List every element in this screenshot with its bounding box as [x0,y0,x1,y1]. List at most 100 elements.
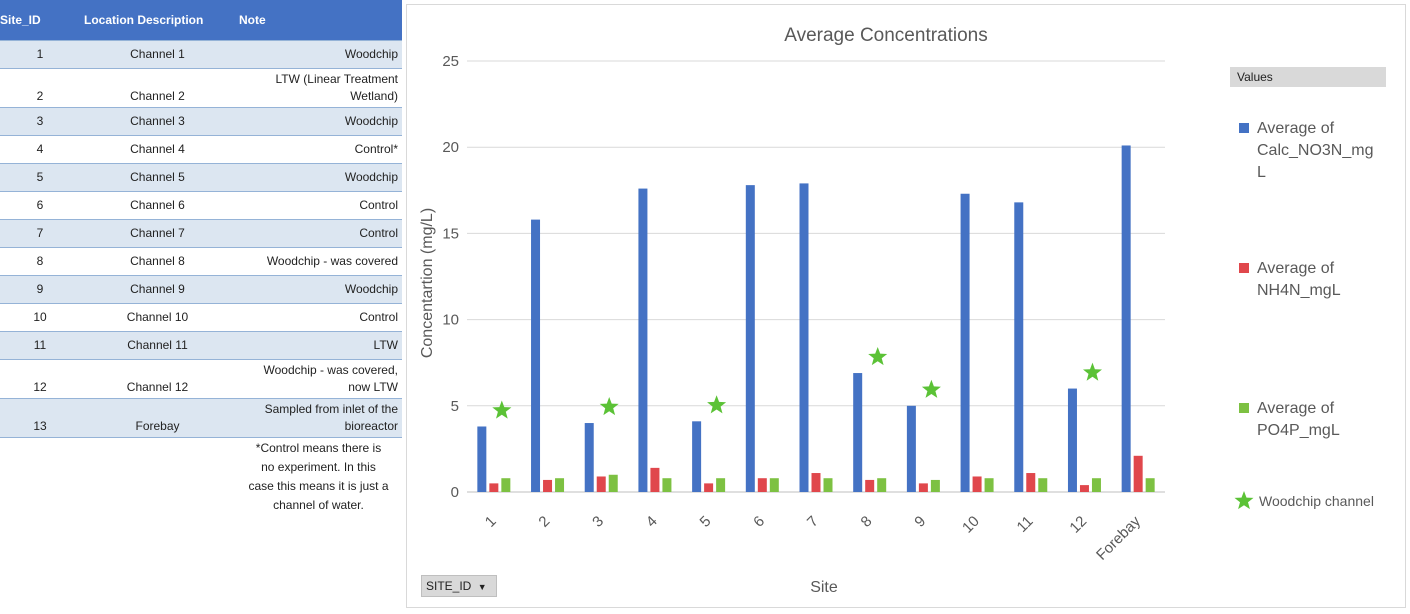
bar-nh4n-site-1[interactable] [489,483,499,492]
bar-po4p-site-8[interactable] [877,478,887,492]
location-cell[interactable]: Channel 3 [80,107,235,136]
bar-po4p-site-3[interactable] [608,474,618,492]
bar-nh4n-site-2[interactable] [543,479,553,492]
site-id-cell[interactable]: 11 [0,331,80,360]
site-id-cell[interactable]: 8 [0,247,80,276]
site-id-cell[interactable]: 10 [0,303,80,332]
bar-po4p-site-9[interactable] [930,479,940,492]
bar-no3n-site-9[interactable] [906,405,916,492]
header-location[interactable]: Location Description [80,0,235,41]
note-cell[interactable]: Woodchip - was covered [235,247,402,276]
legend-label: Calc_NO3N_mg [1257,142,1373,159]
bar-no3n-site-6[interactable] [745,185,755,493]
note-cell[interactable]: Control [235,191,402,220]
bar-nh4n-site-8[interactable] [865,479,875,492]
bar-nh4n-site-12[interactable] [1079,485,1089,492]
bar-nh4n-site-Forebay[interactable] [1133,455,1143,492]
bar-nh4n-site-4[interactable] [650,467,660,492]
bar-po4p-site-10[interactable] [984,478,994,492]
x-tick-label: 11 [1014,513,1037,536]
bar-po4p-site-7[interactable] [823,478,833,492]
site-id-cell[interactable]: 5 [0,163,80,192]
bar-no3n-site-4[interactable] [638,188,648,493]
bar-po4p-site-4[interactable] [662,478,672,492]
bar-po4p-site-5[interactable] [716,478,726,492]
bar-po4p-site-12[interactable] [1091,478,1101,492]
bar-po4p-site-11[interactable] [1038,478,1048,492]
x-tick-label: 3 [589,513,607,531]
bar-nh4n-site-5[interactable] [704,483,714,492]
location-cell[interactable]: Channel 8 [80,247,235,276]
location-cell[interactable]: Channel 4 [80,135,235,164]
note-cell[interactable]: Sampled from inlet of the bioreactor [235,398,402,438]
site-id-cell[interactable]: 9 [0,275,80,304]
table-row: 8 Channel 8 Woodchip - was covered [0,247,402,276]
bar-nh4n-site-10[interactable] [972,476,982,492]
note-cell[interactable]: Woodchip [235,275,402,304]
site-id-cell[interactable]: 4 [0,135,80,164]
site-id-cell[interactable]: 3 [0,107,80,136]
legend-swatch [1239,403,1249,413]
location-cell[interactable]: Channel 9 [80,275,235,304]
bar-po4p-site-Forebay[interactable] [1145,478,1155,492]
location-cell[interactable]: Channel 1 [80,40,235,69]
bar-no3n-site-11[interactable] [1014,202,1024,493]
y-tick-label: 0 [451,484,459,501]
location-cell[interactable]: Channel 5 [80,163,235,192]
site-id-cell[interactable]: 13 [0,398,80,438]
header-note[interactable]: Note [235,0,402,41]
legend-label: Average of [1257,400,1335,417]
table-row: 12 Channel 12 Woodchip - was covered, now L… [0,359,402,399]
bar-no3n-site-2[interactable] [531,219,541,492]
note-cell[interactable]: LTW [235,331,402,360]
note-cell[interactable]: Control* [235,135,402,164]
note-cell[interactable]: Woodchip [235,40,402,69]
location-cell[interactable]: Channel 2 [80,68,235,108]
location-cell[interactable]: Channel 11 [80,331,235,360]
note-cell[interactable]: Woodchip [235,163,402,192]
location-cell[interactable]: Channel 12 [80,359,235,399]
bar-nh4n-site-3[interactable] [596,476,606,492]
bar-nh4n-site-6[interactable] [757,478,767,492]
note-line: Control [359,198,398,212]
bar-po4p-site-2[interactable] [555,478,565,492]
location-cell[interactable]: Forebay [80,398,235,438]
site-id-cell[interactable]: 7 [0,219,80,248]
bar-nh4n-site-11[interactable] [1026,473,1036,492]
note-cell[interactable]: Woodchip - was covered, now LTW [235,359,402,399]
location-cell[interactable]: Channel 10 [80,303,235,332]
bar-no3n-site-5[interactable] [692,421,702,492]
bar-nh4n-site-7[interactable] [811,473,821,492]
bar-no3n-site-Forebay[interactable] [1121,145,1131,492]
bar-nh4n-site-9[interactable] [918,483,928,492]
note-line: now LTW [348,380,398,394]
note-cell[interactable]: Control [235,303,402,332]
bar-po4p-site-6[interactable] [769,478,779,492]
note-line: Woodchip [344,47,398,61]
bar-po4p-site-1[interactable] [501,478,511,492]
note-line: bioreactor [344,419,398,433]
legend-woodchip-label: Woodchip channel [1259,493,1374,509]
bar-no3n-site-12[interactable] [1067,388,1077,492]
site-id-cell[interactable]: 1 [0,40,80,69]
site-id-cell[interactable]: 2 [0,68,80,108]
bar-no3n-site-1[interactable] [477,426,487,492]
woodchip-star-site-1 [492,400,512,419]
bar-no3n-site-7[interactable] [799,183,809,493]
location-cell[interactable]: Channel 7 [80,219,235,248]
location-cell[interactable]: Channel 6 [80,191,235,220]
bar-no3n-site-3[interactable] [584,423,594,492]
site-id-cell[interactable]: 12 [0,359,80,399]
bar-no3n-site-8[interactable] [853,373,863,492]
footnote-line: channel of water. [273,498,364,512]
note-cell[interactable]: Woodchip [235,107,402,136]
note-cell[interactable]: Control [235,219,402,248]
legend-values-box[interactable] [1230,67,1386,87]
header-site-id[interactable]: Site_ID [0,0,80,41]
note-cell[interactable]: LTW (Linear Treatment Wetland) [235,68,402,108]
bar-no3n-site-10[interactable] [960,193,970,493]
site-id-filter-button[interactable]: SITE_ID ▼ [421,575,497,597]
legend-label: Average of [1257,120,1335,137]
site-id-cell[interactable]: 6 [0,191,80,220]
